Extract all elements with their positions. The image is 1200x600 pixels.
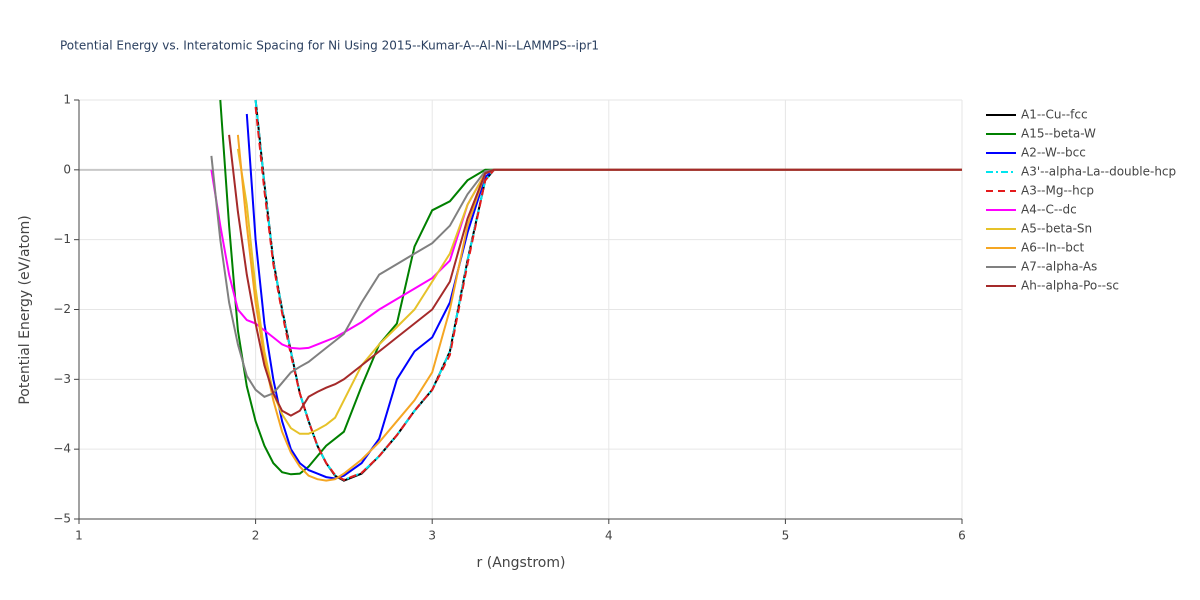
plot-area: [210, 99, 962, 482]
chart-title: Potential Energy vs. Interatomic Spacing…: [60, 39, 599, 53]
y-tick-label: −4: [53, 442, 71, 456]
series-line: [236, 134, 962, 482]
legend-label: A3'--alpha-La--double-hcp: [1021, 165, 1176, 179]
legend-label: A2--W--bcc: [1021, 146, 1086, 160]
x-tick-label: 3: [428, 529, 436, 543]
x-tick-label: 1: [75, 529, 83, 543]
x-axis-title: r (Angstrom): [477, 555, 566, 571]
y-tick-label: −1: [53, 232, 71, 246]
legend-label: A5--beta-Sn: [1021, 222, 1092, 236]
legend-label: A4--C--dc: [1021, 203, 1077, 217]
y-tick-label: −3: [53, 372, 71, 386]
series-line: [245, 113, 962, 480]
x-tick-label: 5: [782, 529, 790, 543]
legend-label: A6--In--bct: [1021, 241, 1085, 255]
legend-label: A15--beta-W: [1021, 127, 1096, 141]
y-tick-label: −2: [53, 302, 71, 316]
series-line: [228, 134, 962, 417]
legend-label: Ah--alpha-Po--sc: [1021, 279, 1119, 293]
y-tick-label: −5: [53, 512, 71, 526]
y-axis-title: Potential Energy (eV/atom): [17, 215, 33, 404]
series-line: [210, 155, 962, 398]
y-tick-label: 1: [63, 93, 71, 107]
x-tick-label: 4: [605, 529, 613, 543]
series-line: [219, 99, 962, 476]
y-tick-label: 0: [63, 162, 71, 176]
series-line: [210, 168, 962, 350]
x-tick-label: 6: [958, 529, 966, 543]
legend-label: A7--alpha-As: [1021, 260, 1097, 274]
legend-label: A1--Cu--fcc: [1021, 108, 1088, 122]
series-line: [236, 148, 962, 435]
legend-label: A3--Mg--hcp: [1021, 184, 1094, 198]
x-tick-label: 2: [252, 529, 260, 543]
